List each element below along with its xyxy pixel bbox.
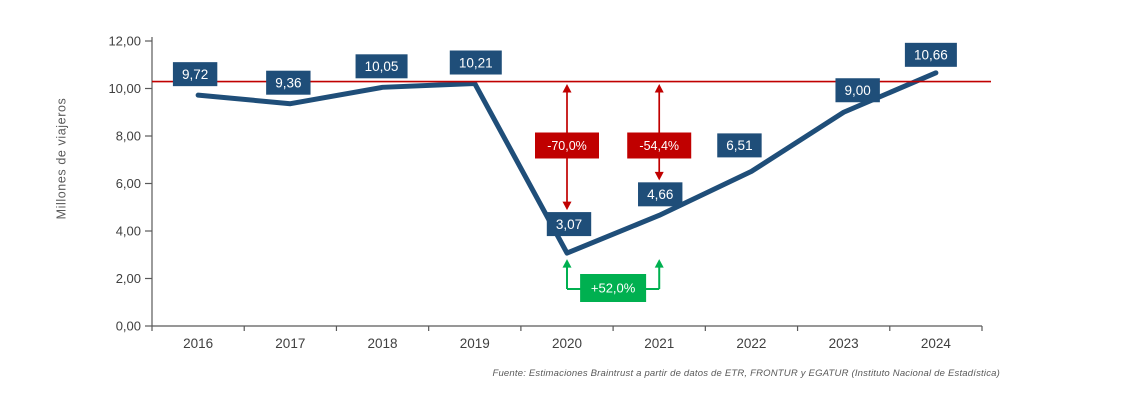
pct-change-box bbox=[580, 274, 647, 302]
y-tick-label: 10,00 bbox=[108, 81, 141, 96]
data-label: 10,66 bbox=[914, 48, 948, 63]
x-tick-label: 2022 bbox=[736, 336, 766, 351]
x-tick-label: 2016 bbox=[183, 336, 213, 351]
data-label-box bbox=[904, 42, 957, 67]
data-label-box bbox=[355, 54, 408, 79]
source-note: Fuente: Estimaciones Braintrust a partir… bbox=[492, 368, 1000, 379]
data-label: 9,36 bbox=[275, 76, 301, 91]
data-label-box bbox=[717, 133, 762, 158]
y-tick-label: 8,00 bbox=[116, 129, 141, 144]
data-label: 3,07 bbox=[556, 217, 582, 232]
x-tick-label: 2017 bbox=[275, 336, 305, 351]
x-tick-label: 2018 bbox=[368, 336, 398, 351]
pct-change-label: +52,0% bbox=[591, 281, 636, 296]
pct-change-box bbox=[535, 132, 599, 159]
data-label: 6,51 bbox=[726, 138, 752, 153]
data-label: 9,00 bbox=[845, 83, 871, 98]
arrowhead-up bbox=[562, 84, 572, 93]
y-tick-label: 12,00 bbox=[108, 34, 141, 49]
arrowhead-up bbox=[654, 84, 664, 93]
data-label-box bbox=[266, 70, 311, 95]
x-tick-label: 2021 bbox=[644, 336, 674, 351]
x-tick-label: 2020 bbox=[552, 336, 582, 351]
y-tick-label: 0,00 bbox=[116, 319, 141, 334]
x-tick-label: 2023 bbox=[829, 336, 859, 351]
arrowhead-up bbox=[562, 259, 572, 268]
arrowhead-down bbox=[562, 201, 572, 211]
arrowhead-down bbox=[654, 171, 664, 181]
data-label: 10,21 bbox=[459, 55, 493, 70]
y-tick-label: 4,00 bbox=[116, 224, 141, 239]
data-label: 4,66 bbox=[647, 187, 673, 202]
data-label: 9,72 bbox=[182, 67, 208, 82]
x-tick-label: 2024 bbox=[921, 336, 952, 351]
x-tick-label: 2019 bbox=[460, 336, 490, 351]
data-label-box bbox=[546, 212, 592, 237]
data-label-box bbox=[449, 50, 502, 75]
data-label-box bbox=[638, 182, 683, 207]
y-axis-title: Millones de viajeros bbox=[54, 97, 69, 220]
arrowhead-up bbox=[654, 259, 664, 268]
data-label: 10,05 bbox=[365, 59, 399, 74]
data-label-box bbox=[172, 62, 218, 87]
data-label-box bbox=[835, 78, 880, 103]
y-tick-label: 6,00 bbox=[116, 176, 141, 191]
pct-change-label: -70,0% bbox=[547, 139, 587, 153]
y-tick-label: 2,00 bbox=[116, 271, 141, 286]
series-line bbox=[195, 70, 939, 256]
pct-change-box bbox=[627, 132, 692, 159]
pct-change-label: -54,4% bbox=[639, 139, 679, 153]
